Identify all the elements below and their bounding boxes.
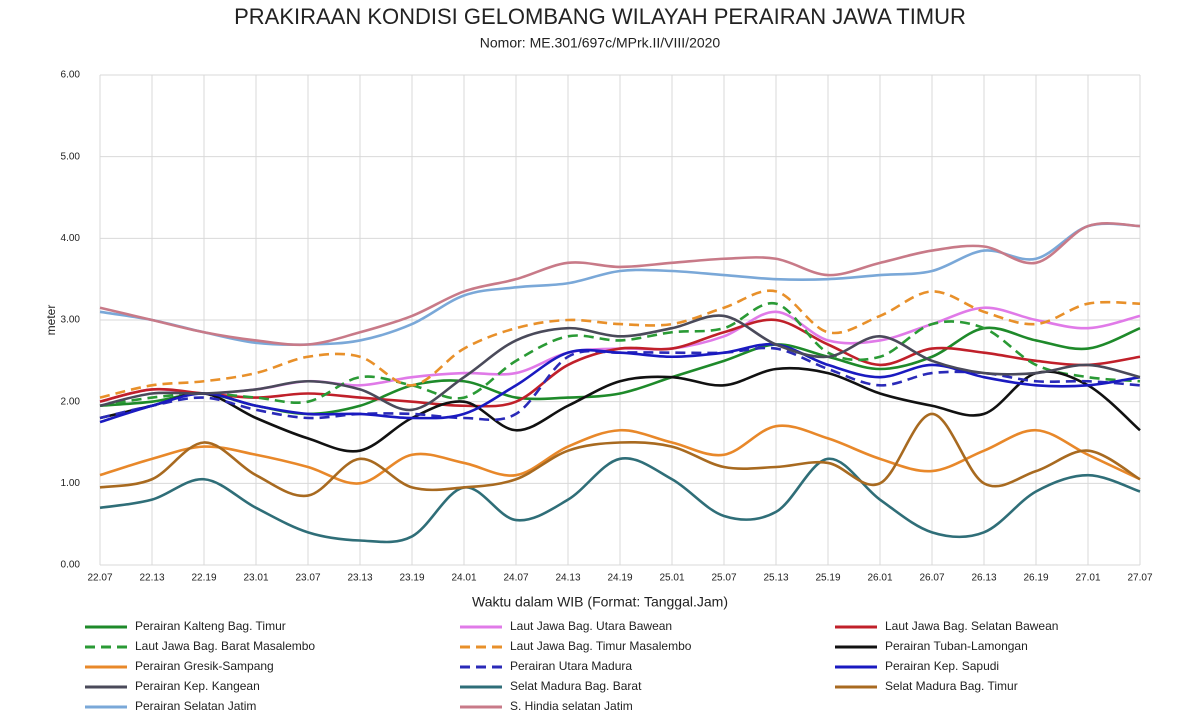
x-tick-label: 22.07 <box>87 573 112 584</box>
x-tick-label: 26.07 <box>919 573 944 584</box>
legend-label: Perairan Kep. Sapudi <box>885 659 999 673</box>
series-line <box>99 314 1141 412</box>
x-tick-label: 23.07 <box>295 573 320 584</box>
series-line <box>99 366 1141 453</box>
legend-label: Laut Jawa Bag. Timur Masalembo <box>510 639 692 653</box>
x-tick-label: 26.19 <box>1023 573 1048 584</box>
x-tick-label: 23.13 <box>347 573 372 584</box>
legend-label: Perairan Gresik-Sampang <box>135 659 274 673</box>
x-tick-label: 23.19 <box>399 573 424 584</box>
series-line <box>99 222 1141 347</box>
y-tick-label: 6.00 <box>61 70 81 81</box>
y-tick-label: 2.00 <box>61 396 81 407</box>
x-tick-label: 22.13 <box>139 573 164 584</box>
series-line <box>99 318 1141 408</box>
x-tick-label: 25.13 <box>763 573 788 584</box>
legend-label: S. Hindia selatan Jatim <box>510 699 633 713</box>
legend-label: Laut Jawa Bag. Selatan Bawean <box>885 619 1058 633</box>
x-tick-label: 22.19 <box>191 573 216 584</box>
series-line <box>99 301 1141 408</box>
x-tick-label: 26.13 <box>971 573 996 584</box>
legend-label: Perairan Tuban-Lamongan <box>885 639 1028 653</box>
x-tick-label: 26.01 <box>867 573 892 584</box>
x-tick-label: 24.01 <box>451 573 476 584</box>
legend-label: Perairan Selatan Jatim <box>135 699 256 713</box>
legend-label: Perairan Utara Madura <box>510 659 632 673</box>
series-line <box>99 222 1141 347</box>
x-tick-label: 24.07 <box>503 573 528 584</box>
chart-subtitle: Nomor: ME.301/697c/MPrk.II/VIII/2020 <box>480 35 721 51</box>
legend-label: Laut Jawa Bag. Barat Masalembo <box>135 639 315 653</box>
legend-label: Perairan Kep. Kangean <box>135 679 260 693</box>
x-tick-label: 23.01 <box>243 573 268 584</box>
x-axis-title: Waktu dalam WIB (Format: Tanggal.Jam) <box>472 594 728 610</box>
legend-label: Perairan Kalteng Bag. Timur <box>135 619 286 633</box>
y-tick-label: 1.00 <box>61 478 81 489</box>
legend-label: Selat Madura Bag. Barat <box>510 679 642 693</box>
series-line <box>99 457 1141 544</box>
x-tick-label: 24.13 <box>555 573 580 584</box>
x-tick-label: 24.19 <box>607 573 632 584</box>
x-tick-label: 25.19 <box>815 573 840 584</box>
x-tick-label: 25.07 <box>711 573 736 584</box>
y-tick-label: 4.00 <box>61 233 81 244</box>
y-tick-label: 3.00 <box>61 315 81 326</box>
y-axis-title: meter <box>44 305 58 336</box>
series-line <box>99 342 1141 424</box>
series-line <box>99 412 1141 498</box>
y-tick-label: 0.00 <box>61 560 81 571</box>
x-tick-label: 27.07 <box>1127 573 1152 584</box>
legend-label: Selat Madura Bag. Timur <box>885 679 1018 693</box>
chart-title: PRAKIRAAN KONDISI GELOMBANG WILAYAH PERA… <box>234 4 966 29</box>
legend-label: Laut Jawa Bag. Utara Bawean <box>510 619 672 633</box>
x-tick-label: 27.01 <box>1075 573 1100 584</box>
x-tick-label: 25.01 <box>659 573 684 584</box>
y-tick-label: 5.00 <box>61 151 81 162</box>
series-line <box>99 289 1141 399</box>
